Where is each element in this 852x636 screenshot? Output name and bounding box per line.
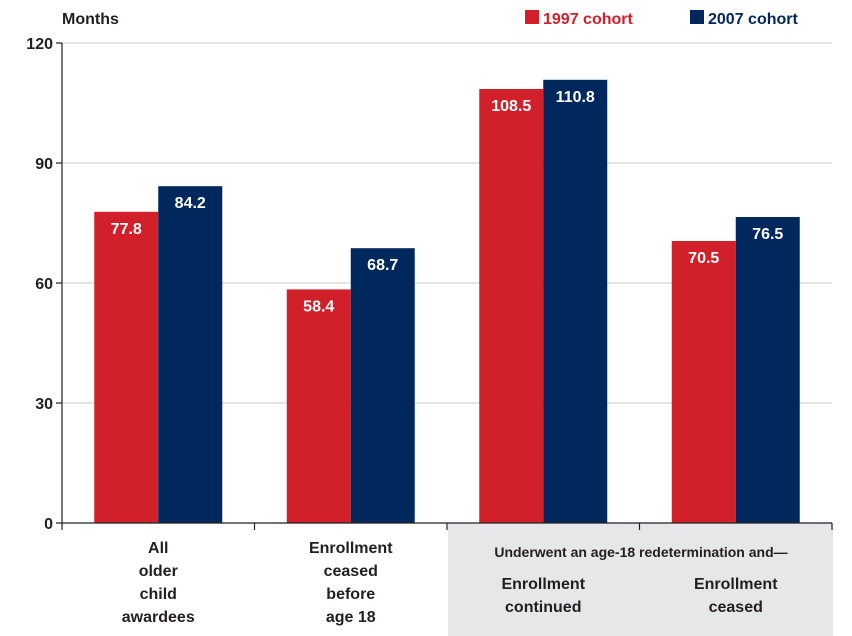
category-label: older <box>139 563 178 580</box>
group-annotation: Underwent an age-18 redetermination and— <box>494 544 787 560</box>
data-label: 76.5 <box>752 226 783 243</box>
data-label: 77.8 <box>111 221 142 238</box>
data-label: 68.7 <box>367 257 398 274</box>
category-label: ceased <box>324 563 378 580</box>
legend-swatch <box>525 10 539 24</box>
data-label: 58.4 <box>303 298 334 315</box>
group-band <box>448 523 833 636</box>
category-label: age 18 <box>326 609 376 626</box>
y-tick-label: 30 <box>35 396 53 413</box>
y-tick-label: 60 <box>35 276 53 293</box>
category-label: before <box>326 586 375 603</box>
category-label: child <box>140 586 177 603</box>
legend-label: 1997 cohort <box>543 11 633 28</box>
data-label: 84.2 <box>175 195 206 212</box>
bar <box>543 79 608 524</box>
y-tick-label: 120 <box>26 36 53 53</box>
category-label: continued <box>505 599 581 616</box>
bar <box>286 289 351 523</box>
bar <box>158 186 223 523</box>
y-tick-labels: 0 30 60 90 120 <box>26 36 53 533</box>
y-tick-label: 0 <box>44 516 53 533</box>
bar <box>671 241 736 523</box>
y-tick-label: 90 <box>35 156 53 173</box>
data-label: 70.5 <box>688 250 719 267</box>
category-label: awardees <box>122 609 195 626</box>
bar <box>350 248 415 523</box>
axes <box>56 42 833 530</box>
category-label: ceased <box>709 599 763 616</box>
category-label: All <box>148 540 168 557</box>
category-label: Enrollment <box>309 540 393 557</box>
data-label: 108.5 <box>491 98 531 115</box>
bar <box>735 217 800 523</box>
bar <box>479 89 544 523</box>
category-label: Enrollment <box>694 576 778 593</box>
bar <box>94 211 159 524</box>
category-label: Enrollment <box>501 576 585 593</box>
category-labels: All older child awardees Enrollment ceased bef… <box>122 540 778 626</box>
legend-swatch <box>690 10 704 24</box>
legend-label: 2007 cohort <box>708 11 798 28</box>
y-axis-title: Months <box>62 11 119 28</box>
data-label: 110.8 <box>556 89 595 106</box>
bars: 77.8 84.2 58.4 68.7 108.5 110.8 70.5 76.5 <box>94 79 800 524</box>
legend: 1997 cohort 2007 cohort <box>525 10 798 28</box>
